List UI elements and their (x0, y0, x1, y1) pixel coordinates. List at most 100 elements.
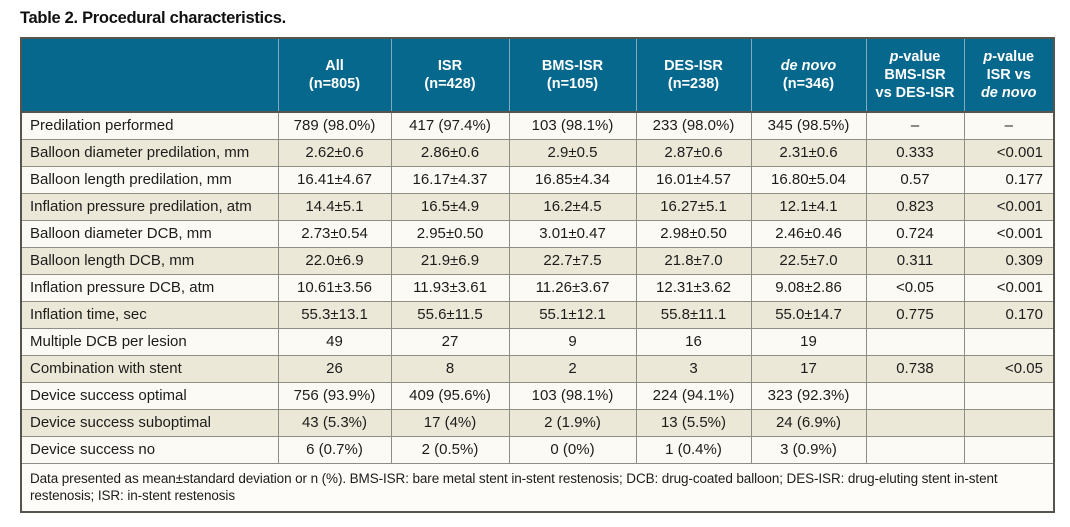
table-row: Balloon length predilation, mm 16.41±4.67… (20, 165, 1055, 194)
cell-isr: 17 (4%) (390, 408, 510, 437)
cell-isr: 16.5±4.9 (390, 192, 510, 221)
table-header: All (n=805) ISR (n=428) BMS-ISR (n=105) DES-IS… (21, 38, 1054, 113)
cell-isr: 2.95±0.50 (390, 219, 510, 248)
cell-des-isr: 12.31±3.62 (635, 273, 752, 302)
column-header-bms-isr: BMS-ISR (n=105) (508, 38, 636, 113)
row-label: Predilation performed (20, 111, 279, 140)
cell-all: 55.3±13.1 (277, 300, 392, 329)
table-row: Predilation performed 789 (98.0%) 417 (97.… (20, 111, 1055, 140)
cell-de-novo: 9.08±2.86 (750, 273, 867, 302)
table-row: Balloon length DCB, mm 22.0±6.9 21.9±6.9 22… (20, 246, 1055, 275)
row-label: Balloon length DCB, mm (20, 246, 279, 275)
column-header-de-novo: de novo (n=346) (750, 38, 866, 113)
cell-de-novo: 55.0±14.7 (750, 300, 867, 329)
cell-isr: 409 (95.6%) (390, 381, 510, 410)
cell-p-value-isr-vs-denovo: <0.001 (963, 138, 1055, 167)
cell-p-value-bms-vs-des: 0.57 (865, 165, 965, 194)
column-header-all: All (n=805) (277, 38, 391, 113)
column-header-characteristic (21, 38, 278, 113)
cell-isr: 16.17±4.37 (390, 165, 510, 194)
cell-de-novo: 24 (6.9%) (750, 408, 867, 437)
cell-p-value-bms-vs-des (865, 327, 965, 356)
cell-des-isr: 224 (94.1%) (635, 381, 752, 410)
cell-de-novo: 17 (750, 354, 867, 383)
cell-des-isr: 16.27±5.1 (635, 192, 752, 221)
cell-p-value-bms-vs-des: 0.724 (865, 219, 965, 248)
cell-p-value-bms-vs-des (865, 381, 965, 410)
cell-des-isr: 16.01±4.57 (635, 165, 752, 194)
cell-p-value-isr-vs-denovo: <0.05 (963, 354, 1055, 383)
cell-bms-isr: 3.01±0.47 (508, 219, 637, 248)
procedural-table: All (n=805) ISR (n=428) BMS-ISR (n=105) DES-IS… (20, 37, 1055, 513)
row-label: Combination with stent (20, 354, 279, 383)
cell-bms-isr: 55.1±12.1 (508, 300, 637, 329)
cell-all: 16.41±4.67 (277, 165, 392, 194)
table-row: Multiple DCB per lesion 49 27 9 16 19 (20, 327, 1055, 356)
cell-des-isr: 2.98±0.50 (635, 219, 752, 248)
column-header-p-value-bms-vs-des: p-value BMS-ISR vs DES-ISR (865, 38, 964, 113)
table-row: Combination with stent 26 8 2 3 17 0.738 <0.05 (20, 354, 1055, 383)
cell-all: 43 (5.3%) (277, 408, 392, 437)
row-label: Balloon length predilation, mm (20, 165, 279, 194)
cell-de-novo: 2.46±0.46 (750, 219, 867, 248)
row-label: Balloon diameter predilation, mm (20, 138, 279, 167)
cell-bms-isr: 2 (1.9%) (508, 408, 637, 437)
table-body: Predilation performed 789 (98.0%) 417 (97.… (20, 111, 1055, 464)
table-row: Inflation pressure predilation, atm 14.4±… (20, 192, 1055, 221)
cell-des-isr: 1 (0.4%) (635, 435, 752, 464)
cell-bms-isr: 2 (508, 354, 637, 383)
row-label: Inflation time, sec (20, 300, 279, 329)
cell-de-novo: 12.1±4.1 (750, 192, 867, 221)
row-label: Inflation pressure DCB, atm (20, 273, 279, 302)
table-row: Device success no 6 (0.7%) 2 (0.5%) 0 (0%) 1… (20, 435, 1055, 464)
cell-isr: 417 (97.4%) (390, 111, 510, 140)
cell-all: 26 (277, 354, 392, 383)
cell-bms-isr: 11.26±3.67 (508, 273, 637, 302)
cell-p-value-bms-vs-des: 0.738 (865, 354, 965, 383)
cell-all: 49 (277, 327, 392, 356)
cell-all: 14.4±5.1 (277, 192, 392, 221)
table-row: Balloon diameter predilation, mm 2.62±0.6… (20, 138, 1055, 167)
cell-p-value-isr-vs-denovo: <0.001 (963, 192, 1055, 221)
cell-p-value-isr-vs-denovo: – (963, 111, 1055, 140)
cell-all: 756 (93.9%) (277, 381, 392, 410)
cell-p-value-bms-vs-des: <0.05 (865, 273, 965, 302)
cell-p-value-isr-vs-denovo: <0.001 (963, 273, 1055, 302)
cell-all: 2.73±0.54 (277, 219, 392, 248)
cell-all: 6 (0.7%) (277, 435, 392, 464)
table-figure: Table 2. Procedural characteristics. All… (20, 9, 1055, 513)
cell-p-value-isr-vs-denovo (963, 327, 1055, 356)
cell-isr: 55.6±11.5 (390, 300, 510, 329)
cell-bms-isr: 103 (98.1%) (508, 111, 637, 140)
cell-all: 2.62±0.6 (277, 138, 392, 167)
cell-des-isr: 55.8±11.1 (635, 300, 752, 329)
cell-bms-isr: 103 (98.1%) (508, 381, 637, 410)
cell-p-value-bms-vs-des: 0.333 (865, 138, 965, 167)
cell-bms-isr: 9 (508, 327, 637, 356)
cell-de-novo: 2.31±0.6 (750, 138, 867, 167)
cell-des-isr: 16 (635, 327, 752, 356)
cell-de-novo: 19 (750, 327, 867, 356)
table-row: Balloon diameter DCB, mm 2.73±0.54 2.95±0.… (20, 219, 1055, 248)
row-label: Inflation pressure predilation, atm (20, 192, 279, 221)
cell-des-isr: 3 (635, 354, 752, 383)
cell-bms-isr: 2.9±0.5 (508, 138, 637, 167)
cell-des-isr: 2.87±0.6 (635, 138, 752, 167)
cell-p-value-bms-vs-des (865, 435, 965, 464)
table-title: Table 2. Procedural characteristics. (20, 9, 286, 27)
column-header-des-isr: DES-ISR (n=238) (635, 38, 751, 113)
row-label: Device success optimal (20, 381, 279, 410)
cell-des-isr: 13 (5.5%) (635, 408, 752, 437)
column-header-p-value-isr-vs-denovo: p-value ISR vs de novo (963, 38, 1054, 113)
header-row: All (n=805) ISR (n=428) BMS-ISR (n=105) DES-IS… (21, 38, 1054, 113)
cell-isr: 21.9±6.9 (390, 246, 510, 275)
cell-de-novo: 345 (98.5%) (750, 111, 867, 140)
table-row: Device success optimal 756 (93.9%) 409 (95… (20, 381, 1055, 410)
cell-p-value-isr-vs-denovo (963, 435, 1055, 464)
cell-des-isr: 233 (98.0%) (635, 111, 752, 140)
cell-all: 10.61±3.56 (277, 273, 392, 302)
cell-bms-isr: 16.2±4.5 (508, 192, 637, 221)
table-row: Device success suboptimal 43 (5.3%) 17 (4%… (20, 408, 1055, 437)
cell-p-value-isr-vs-denovo: 0.309 (963, 246, 1055, 275)
cell-p-value-bms-vs-des: 0.775 (865, 300, 965, 329)
